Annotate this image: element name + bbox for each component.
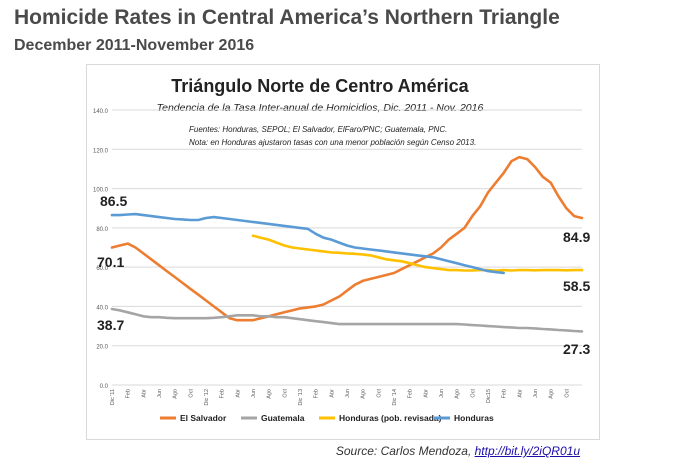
series-line-honduras-pob-revisada bbox=[251, 234, 584, 273]
series-line-honduras bbox=[110, 212, 506, 275]
x-tick-label: Abr bbox=[517, 389, 523, 398]
x-tick-label: Feb bbox=[126, 389, 132, 398]
chart-subtitle: Tendencia de la Tasa Inter-anual de Homi… bbox=[157, 102, 484, 114]
chart-title: Triángulo Norte de Centro América bbox=[171, 76, 469, 96]
x-tick-label: Jun bbox=[439, 389, 445, 398]
x-tick-label: Feb bbox=[314, 389, 320, 398]
x-tick-label: Oct bbox=[282, 389, 288, 398]
y-tick-label: 80.0 bbox=[96, 227, 108, 233]
annotation-guatemala-start: 38.7 bbox=[97, 317, 124, 333]
x-tick-label: Ago bbox=[173, 389, 179, 399]
annotation-el-salvador-end: 84.9 bbox=[563, 229, 590, 245]
x-tick-label: Jun bbox=[345, 389, 351, 398]
legend-label-el-salvador: El Salvador bbox=[180, 413, 227, 423]
x-tick-label: Ago bbox=[361, 389, 367, 399]
x-tick-label: Jun bbox=[157, 389, 163, 398]
x-tick-label: Jun bbox=[533, 389, 539, 398]
legend-label-honduras: Honduras bbox=[454, 413, 494, 423]
x-tick-label: Oct bbox=[470, 389, 476, 398]
x-tick-label: Dic '13 bbox=[298, 389, 304, 406]
figure-title: Homicide Rates in Central America’s Nort… bbox=[14, 6, 560, 29]
annotation-el-salvador-start: 70.1 bbox=[97, 254, 124, 270]
x-tick-label: Dic15 bbox=[486, 389, 492, 403]
source-credit: Source: Carlos Mendoza, http://bit.ly/2i… bbox=[336, 444, 580, 458]
annotation-guatemala-end: 27.3 bbox=[563, 341, 590, 357]
chart-note-population: Nota: en Honduras ajustaron tasas con un… bbox=[189, 138, 476, 147]
x-tick-label: Ago bbox=[549, 389, 555, 399]
annotation-honduras-end: 58.5 bbox=[563, 278, 590, 294]
series-line-el-salvador bbox=[110, 155, 584, 322]
x-tick-label: Oct bbox=[376, 389, 382, 398]
x-tick-label: Oct bbox=[188, 389, 194, 398]
y-tick-label: 140.0 bbox=[93, 109, 109, 115]
series-line-guatemala bbox=[110, 307, 584, 333]
x-tick-label: Feb bbox=[502, 389, 508, 398]
x-tick-label: Dic '12 bbox=[204, 389, 210, 406]
y-tick-label: 20.0 bbox=[96, 345, 108, 351]
y-tick-label: 100.0 bbox=[93, 188, 109, 194]
figure-subtitle: December 2011-November 2016 bbox=[14, 37, 255, 54]
y-tick-label: 120.0 bbox=[93, 148, 109, 154]
source-link[interactable]: http://bit.ly/2iQR01u bbox=[474, 444, 580, 458]
x-tick-label: Dic '11 bbox=[110, 389, 116, 405]
y-tick-label: 60.0 bbox=[96, 266, 108, 272]
x-tick-label: Ago bbox=[267, 389, 273, 399]
chart-note-sources: Fuentes: Honduras, SEPOL; El Salvador, E… bbox=[189, 125, 447, 134]
legend-label-honduras-pob-revisada: Honduras (pob. revisada) bbox=[339, 413, 442, 423]
x-tick-label: Abr bbox=[235, 389, 241, 398]
x-tick-label: Dic '14 bbox=[392, 389, 398, 406]
x-tick-label: Abr bbox=[423, 389, 429, 398]
x-tick-label: Jun bbox=[251, 389, 257, 398]
x-tick-label: Oct bbox=[564, 389, 570, 398]
source-prefix: Source: Carlos Mendoza, bbox=[335, 444, 475, 458]
x-tick-label: Feb bbox=[408, 389, 414, 398]
x-tick-label: Feb bbox=[220, 389, 226, 398]
x-tick-label: Abr bbox=[141, 389, 147, 398]
y-tick-label: 40.0 bbox=[96, 305, 108, 311]
y-tick-label: 0.0 bbox=[100, 384, 109, 390]
x-tick-label: Abr bbox=[329, 389, 335, 398]
x-tick-label: Ago bbox=[455, 389, 461, 399]
legend-label-guatemala: Guatemala bbox=[261, 413, 305, 423]
annotation-honduras-start: 86.5 bbox=[100, 193, 127, 209]
